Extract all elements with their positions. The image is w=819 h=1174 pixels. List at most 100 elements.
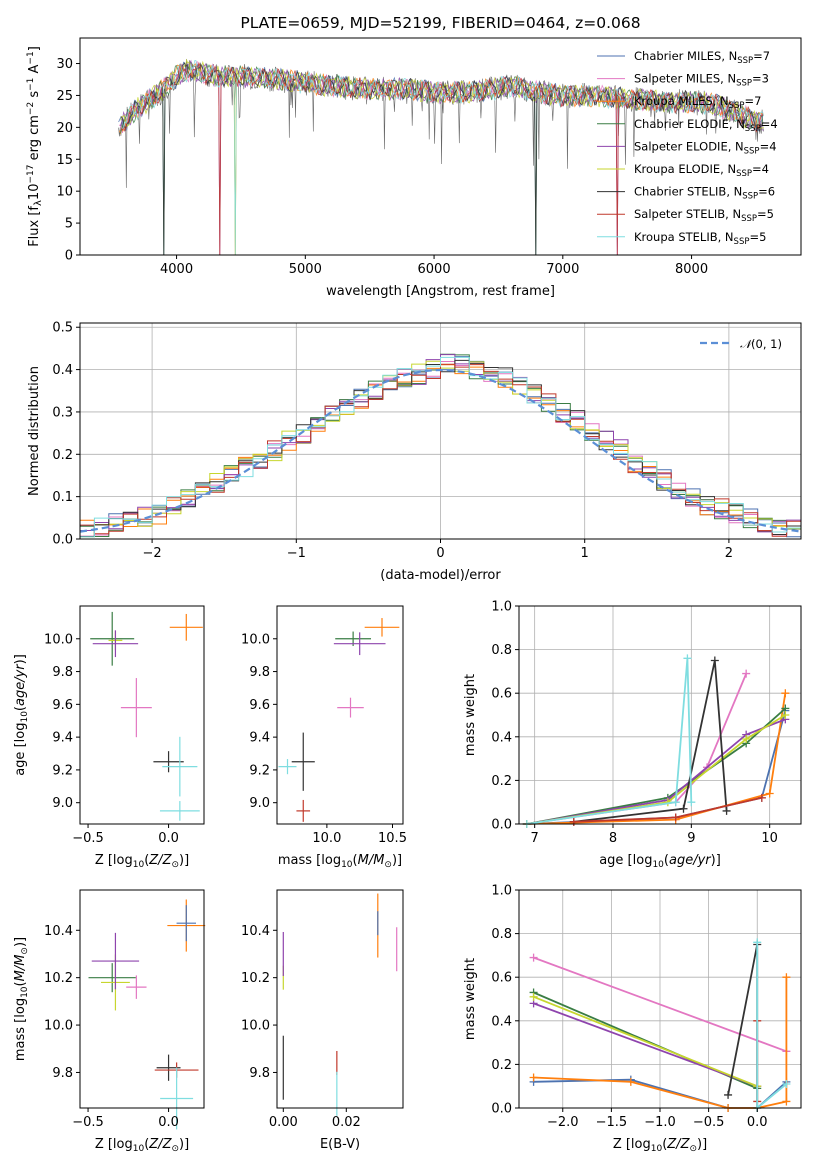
- y-tick-label: 0.3: [52, 405, 73, 420]
- data-point: [88, 963, 136, 993]
- x-tick-label: 8000: [675, 262, 708, 277]
- gridlines: [519, 605, 801, 825]
- x-tick-label: −1.0: [644, 1115, 676, 1130]
- legend-entry: Chabrier STELIB, NSSP=6: [634, 185, 775, 202]
- data-point: [159, 801, 200, 821]
- weight-point-marker: [724, 1090, 733, 1099]
- y-axis-label: mass weight: [463, 674, 478, 756]
- data-point: [337, 697, 364, 718]
- y-tick-label: 0.0: [491, 818, 512, 833]
- x-tick-label: 7: [531, 831, 539, 846]
- weight-point-marker: [679, 804, 688, 813]
- x-tick-label: 1: [581, 546, 589, 561]
- x-tick-label: 0.00: [269, 1115, 298, 1130]
- data-point: [296, 799, 311, 822]
- legend-entry: Kroupa ELODIE, NSSP=4: [634, 162, 769, 179]
- data-point: [278, 759, 297, 775]
- y-tick-label: 0.2: [52, 448, 73, 463]
- y-tick-label: 10.0: [44, 1019, 73, 1034]
- x-tick-label: −1: [287, 546, 306, 561]
- data-point: [364, 618, 400, 637]
- y-tick-label: 15: [56, 153, 73, 168]
- x-tick-label: −0.5: [72, 1115, 104, 1130]
- y-tick-label: 9.0: [52, 796, 73, 811]
- legend-entry: Salpeter MILES, NSSP=3: [634, 72, 769, 89]
- weight-series-line: [533, 956, 787, 1053]
- model-spectrum-line: [119, 59, 764, 255]
- weight-series-line: [756, 942, 787, 1110]
- axes-5: 7 8 9 10 0.0 0.2 0.4 0.6 0.8 1.0 age [log10(age/yr…: [463, 600, 802, 870]
- normal-curve: [79, 368, 802, 533]
- y-tick-label: 0.2: [491, 1058, 512, 1073]
- y-tick-label: 9.8: [52, 1066, 73, 1081]
- y-tick-label: 0.6: [491, 971, 512, 986]
- y-axis-label: mass weight: [463, 958, 478, 1040]
- legend-entry: Kroupa STELIB, NSSP=5: [634, 230, 766, 247]
- error-bar-markers: [90, 611, 203, 821]
- weight-point-marker: [757, 793, 766, 802]
- x-axis-label: Z [log10(Z/Z⊙)]: [95, 853, 189, 870]
- weight-series-line: [526, 707, 786, 825]
- weight-point-marker: [626, 1077, 635, 1086]
- error-bar-markers: [88, 899, 206, 1130]
- data-point: [333, 632, 386, 656]
- weight-series-line: [526, 710, 787, 825]
- y-tick-label: 10.2: [44, 971, 73, 986]
- model-spectrum-line: [121, 59, 765, 255]
- y-tick-label: 9.2: [52, 763, 73, 778]
- y-tick-label: 0.4: [491, 730, 512, 745]
- x-tick-label: 9: [687, 831, 695, 846]
- model-spectrum-line: [120, 61, 764, 255]
- legend-entry: Salpeter STELIB, NSSP=5: [634, 207, 774, 224]
- y-tick-label: 0.4: [52, 363, 73, 378]
- x-tick-label: 0.0: [158, 1115, 179, 1130]
- data-point: [153, 751, 184, 773]
- legend-entry: Salpeter ELODIE, NSSP=4: [634, 139, 777, 156]
- data-point: [291, 732, 315, 791]
- y-tick-label: 5: [65, 217, 73, 232]
- legend-entry: Chabrier MILES, NSSP=7: [634, 49, 770, 66]
- axes-7: 0.00 0.02 9.8 10.0 10.2 10.4 E(B-V): [241, 889, 404, 1152]
- y-tick-label: 9.6: [249, 698, 270, 713]
- y-tick-label: 0.1: [52, 490, 73, 505]
- x-tick-label: 8: [609, 831, 617, 846]
- axes-6: −0.5 0.0 9.8 10.0 10.2 10.4 Z [log10(Z/Z⊙)] mas…: [13, 889, 206, 1154]
- data-point: [169, 613, 203, 641]
- x-axis-label: Z [log10(Z/Z⊙)]: [613, 1137, 707, 1154]
- weight-point-marker: [753, 938, 762, 947]
- residual-histogram: [79, 356, 801, 539]
- y-tick-label: 9.8: [249, 1066, 270, 1081]
- y-tick-label: 10.4: [241, 924, 270, 939]
- legend-entry: 𝒩(0, 1): [740, 337, 782, 351]
- weight-point-marker: [569, 817, 578, 826]
- data-point: [162, 736, 198, 797]
- legend-entry: Kroupa MILES, NSSP=7: [634, 94, 761, 111]
- weight-point-marker: [782, 973, 791, 982]
- x-tick-label: −0.5: [72, 831, 104, 846]
- y-tick-label: 9.6: [52, 698, 73, 713]
- y-tick-label: 10.4: [44, 924, 73, 939]
- axes-frame: [276, 889, 404, 1109]
- x-axis-label: E(B-V): [320, 1137, 360, 1152]
- y-tick-label: 10.0: [241, 1019, 270, 1034]
- weight-point-marker: [671, 813, 680, 822]
- legend: 𝒩(0, 1): [700, 337, 782, 351]
- x-tick-label: 0.0: [747, 1115, 768, 1130]
- axes-8: −2.0 −1.5 −1.0 −0.5 0.0 0.0 0.2 0.4 0.6 0.8 1.0 Z […: [463, 884, 802, 1154]
- x-tick-label: 2: [725, 546, 733, 561]
- y-tick-label: 9.8: [52, 665, 73, 680]
- x-tick-label: 10.5: [378, 831, 407, 846]
- axes-frame: [79, 37, 802, 256]
- weight-point-marker: [782, 1080, 791, 1089]
- y-axis-label: Normed distribution: [27, 366, 42, 496]
- y-tick-label: 9.4: [52, 731, 73, 746]
- weight-point-marker: [529, 953, 538, 962]
- x-tick-label: −0.5: [693, 1115, 725, 1130]
- x-tick-label: 5000: [289, 262, 322, 277]
- x-axis-label: Z [log10(Z/Z⊙)]: [95, 1137, 189, 1154]
- axes-frame: [79, 889, 205, 1109]
- error-bar-markers: [282, 893, 398, 1116]
- y-tick-label: 0.2: [491, 774, 512, 789]
- x-tick-label: 0.0: [158, 831, 179, 846]
- x-tick-label: 10.0: [312, 831, 341, 846]
